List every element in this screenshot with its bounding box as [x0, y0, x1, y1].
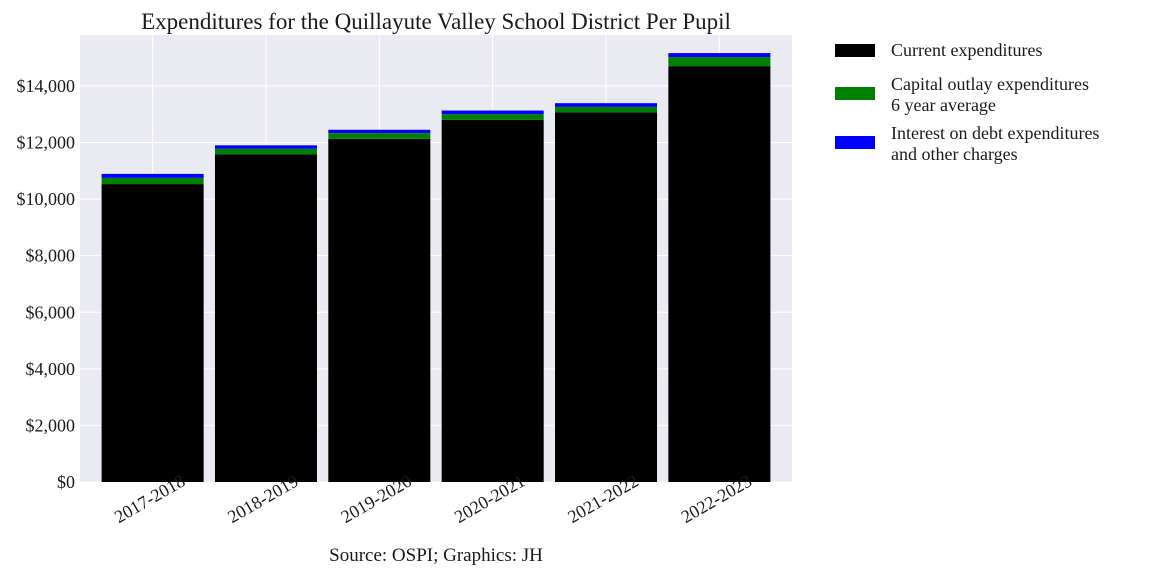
bar-segment-interest-2018-2019	[214, 145, 317, 149]
y-tick-label: $0	[57, 472, 75, 492]
bar-segment-interest-2020-2021	[441, 110, 544, 115]
bar-segment-interest-2017-2018	[101, 173, 204, 178]
y-tick-label: $12,000	[17, 133, 76, 153]
legend-label: Current expenditures	[891, 40, 1042, 60]
bar-segment-interest-2019-2020	[328, 129, 431, 134]
bar-segment-current-2018-2019	[214, 154, 317, 482]
chart-caption: Source: OSPI; Graphics: JH	[329, 545, 543, 566]
bar-segment-capital-2017-2018	[101, 177, 204, 185]
y-tick-label: $14,000	[17, 76, 76, 96]
y-tick-label: $4,000	[26, 359, 76, 379]
legend-swatch	[835, 87, 875, 100]
y-tick-label: $2,000	[26, 415, 76, 435]
bar-segment-current-2019-2020	[328, 138, 431, 482]
bar-segment-interest-2021-2022	[555, 103, 658, 107]
bar-segment-current-2017-2018	[101, 184, 204, 482]
y-tick-label: $6,000	[26, 302, 76, 322]
chart-title: Expenditures for the Quillayute Valley S…	[141, 9, 731, 34]
y-tick-label: $10,000	[17, 189, 76, 209]
y-tick-labels: $0 $2,000 $4,000 $6,000 $8,000 $10,000 $12,000…	[17, 76, 76, 492]
bar-segment-capital-2019-2020	[328, 133, 431, 139]
bars	[101, 53, 771, 483]
legend-swatch	[835, 44, 875, 57]
bar-segment-interest-2022-2023	[668, 53, 771, 58]
legend-swatch	[835, 136, 875, 149]
legend-label: Capital outlay expenditures 6 year averag…	[891, 74, 1089, 115]
bar-segment-current-2020-2021	[441, 119, 544, 483]
bar-segment-current-2022-2023	[668, 66, 771, 483]
y-tick-label: $8,000	[26, 246, 76, 266]
legend-label: Interest on debt expenditures and other c…	[891, 123, 1099, 164]
legend: Current expenditures Capital outlay expen…	[835, 40, 1099, 164]
bar-segment-capital-2018-2019	[214, 148, 317, 155]
bar-segment-capital-2020-2021	[441, 114, 544, 120]
bar-segment-capital-2021-2022	[555, 106, 658, 113]
bar-segment-current-2021-2022	[555, 112, 658, 482]
bar-segment-capital-2022-2023	[668, 57, 771, 67]
